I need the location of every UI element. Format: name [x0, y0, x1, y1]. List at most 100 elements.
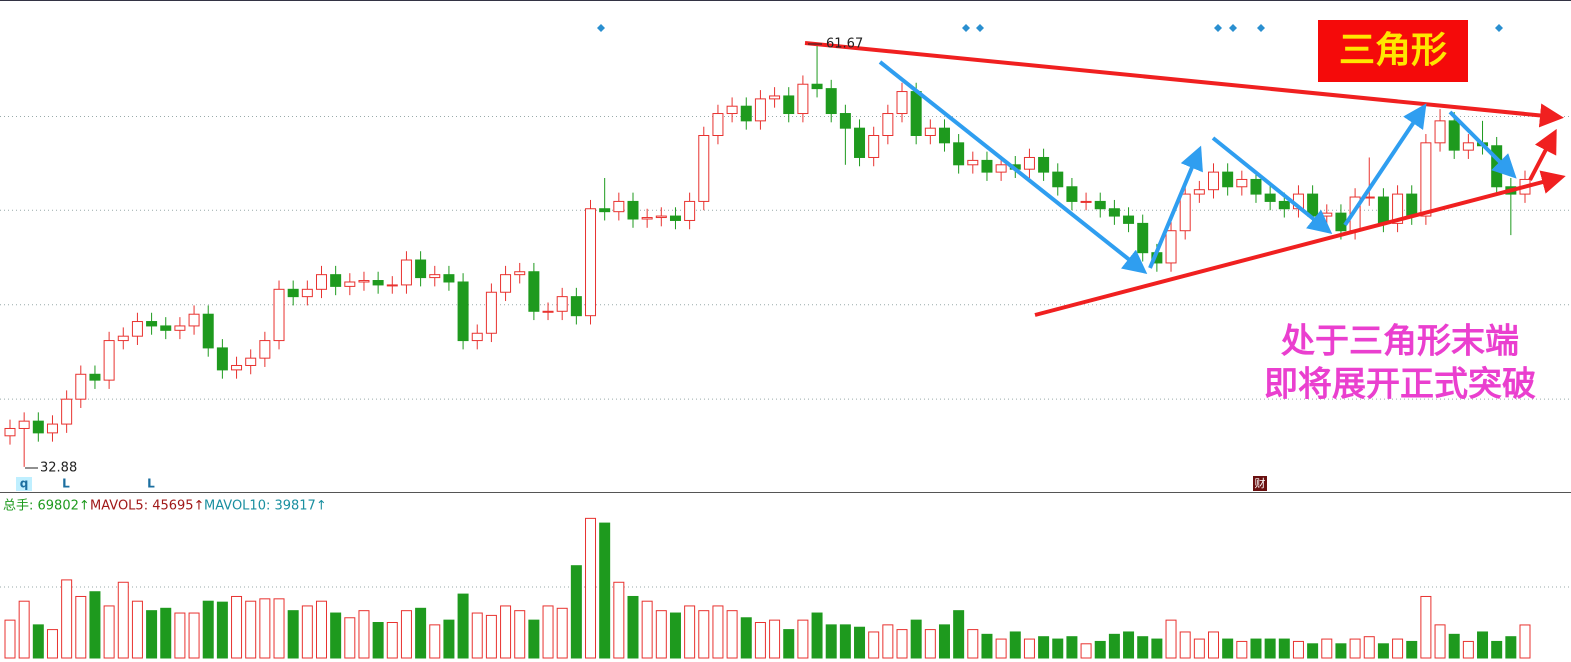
- marker: L: [147, 477, 155, 491]
- volume-bar: [1009, 631, 1021, 659]
- volume-bar: [1392, 638, 1404, 659]
- volume-bar: [669, 612, 681, 659]
- volume-bar: [1165, 619, 1177, 659]
- volume-bar: [485, 614, 497, 659]
- volume-bar: [938, 624, 950, 659]
- candle-body: [344, 281, 356, 287]
- candle-body: [245, 357, 257, 366]
- candle-body: [1080, 200, 1092, 203]
- volume-bar: [429, 624, 441, 659]
- candle-body: [1321, 212, 1333, 217]
- volume-bar: [117, 581, 129, 659]
- volume-bar: [330, 612, 342, 659]
- high-label: 61.67: [826, 37, 863, 52]
- candle-body: [18, 420, 30, 429]
- volume-bar: [995, 638, 1007, 659]
- volume-bar: [599, 522, 611, 659]
- volume-bar: [868, 631, 880, 659]
- volume-bar: [1208, 631, 1220, 659]
- volume-bar: [1505, 636, 1517, 659]
- volume-bar: [882, 624, 894, 659]
- volume-bar: [896, 629, 908, 659]
- candle-body: [1278, 200, 1290, 210]
- volume-bar: [698, 610, 710, 659]
- volume-bar: [797, 619, 809, 659]
- candle-body: [854, 127, 866, 158]
- title-box: [1318, 20, 1468, 82]
- candle-body: [1236, 178, 1248, 188]
- annotation: 即将展开正式突破: [1264, 365, 1536, 405]
- candle-body: [131, 321, 143, 337]
- volume-bar: [825, 624, 837, 659]
- volume-bar: [783, 629, 795, 659]
- volume-bar: [613, 581, 625, 659]
- volume-bar: [528, 619, 540, 659]
- candle-body: [825, 88, 837, 115]
- candle-body: [1038, 156, 1050, 173]
- volume-bar: [315, 600, 327, 659]
- marker: L: [62, 477, 70, 491]
- candle-body: [811, 83, 823, 90]
- candle-body: [655, 215, 667, 219]
- volume-bar: [726, 610, 738, 659]
- candle-body: [1448, 120, 1460, 151]
- annotation: 处于三角形末端: [1280, 322, 1519, 362]
- volume-bar: [386, 622, 398, 659]
- volume-bar: [174, 612, 186, 659]
- candle-body: [953, 142, 965, 166]
- volume-bar: [1363, 636, 1375, 659]
- candle-body: [1123, 215, 1135, 224]
- candle-body: [613, 200, 625, 213]
- candle-body: [1335, 212, 1347, 232]
- candle-body: [103, 340, 115, 381]
- candle-body: [981, 159, 993, 173]
- volume-bar: [457, 593, 469, 659]
- candle-body: [443, 274, 455, 283]
- volume-bar: [443, 619, 455, 659]
- volume-bar: [500, 605, 512, 659]
- volume-bar: [1151, 638, 1163, 659]
- candle-body: [712, 113, 724, 137]
- candle-body: [740, 105, 752, 122]
- volume-bar: [273, 598, 285, 659]
- candle-body: [471, 332, 483, 342]
- volume-bar: [400, 610, 412, 659]
- candle-body: [1392, 193, 1404, 224]
- volume-bar: [655, 610, 667, 659]
- volume-bar: [769, 619, 781, 659]
- candle-body: [1406, 193, 1418, 217]
- candle-body: [46, 423, 58, 434]
- candle-body: [1052, 171, 1064, 188]
- candle-body: [231, 364, 243, 371]
- volume-bar: [811, 612, 823, 659]
- volume-bar: [415, 607, 427, 659]
- volume-bar: [1264, 638, 1276, 659]
- candle-body: [75, 373, 87, 400]
- candle-body: [868, 135, 880, 158]
- volume-bar: [1491, 640, 1503, 659]
- volume-bar: [1278, 638, 1290, 659]
- volume-bar: [1406, 640, 1418, 659]
- volume-bar: [1519, 624, 1531, 659]
- candle-body: [1434, 120, 1446, 144]
- candle-body: [485, 291, 497, 334]
- candle-body: [372, 280, 384, 286]
- volume-bar: [1250, 638, 1262, 659]
- marker-box: [1253, 476, 1267, 491]
- candle-body: [769, 95, 781, 100]
- marker: 财: [1255, 476, 1266, 490]
- volume-bar: [585, 517, 597, 659]
- candle-body: [1066, 186, 1078, 202]
- candle-body: [61, 398, 73, 425]
- candle-body: [684, 200, 696, 221]
- volume-bar: [1080, 643, 1092, 659]
- volume-bar: [103, 605, 115, 659]
- volume-bar: [1321, 638, 1333, 659]
- volume-bar: [924, 629, 936, 659]
- candle-body: [1165, 230, 1177, 264]
- volume-bar: [61, 579, 73, 659]
- candle-body: [117, 335, 129, 342]
- volume-bar: [641, 600, 653, 659]
- candle-body: [160, 325, 172, 331]
- candle-body: [216, 347, 228, 371]
